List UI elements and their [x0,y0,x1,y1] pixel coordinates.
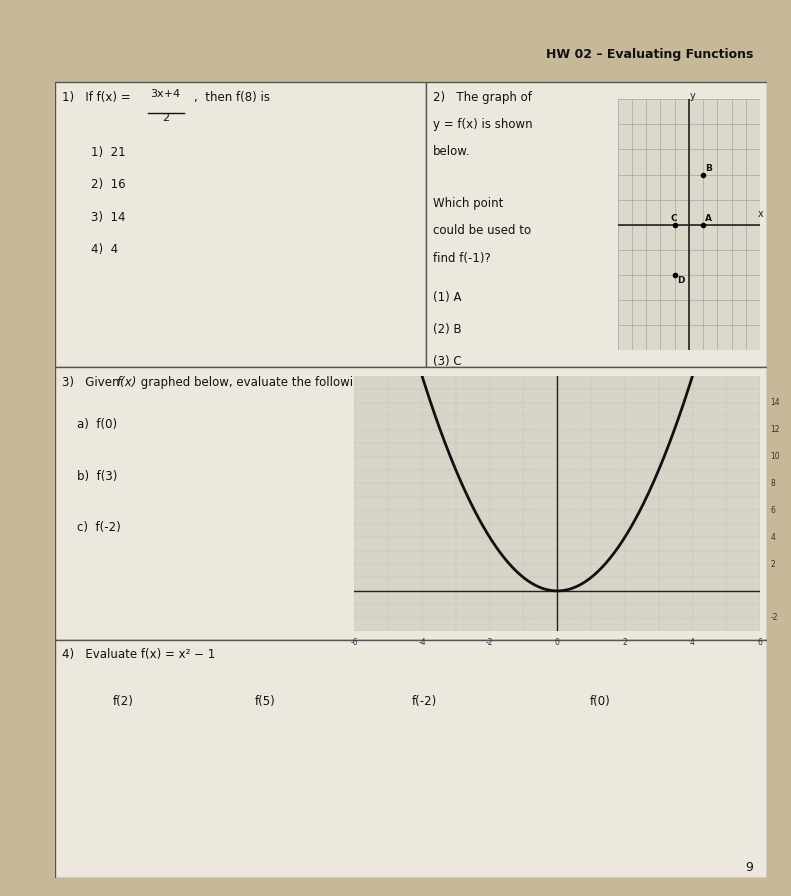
Text: (4) D: (4) D [433,388,462,401]
Text: f(x): f(x) [116,376,136,389]
Text: 8: 8 [770,478,775,488]
Text: 3)  14: 3) 14 [91,211,126,224]
Text: 10: 10 [770,452,780,461]
Text: -2: -2 [770,613,778,623]
Text: x: x [757,210,763,220]
Text: 0: 0 [554,638,560,647]
Text: -2: -2 [486,638,494,647]
Text: 3x+4: 3x+4 [150,89,181,99]
Text: f(5): f(5) [255,695,275,708]
Text: find f(-1)?: find f(-1)? [433,252,490,264]
Text: 2: 2 [162,113,169,123]
Text: could be used to: could be used to [433,224,531,237]
Bar [55,82,426,367]
Text: 4: 4 [690,638,695,647]
Text: a)  f(0): a) f(0) [77,418,117,432]
Text: 4)   Evaluate f(x) = x² − 1: 4) Evaluate f(x) = x² − 1 [62,648,216,661]
Text: 3)   Given: 3) Given [62,376,123,389]
Text: A: A [706,214,713,223]
Text: y: y [690,91,695,101]
Text: (3) C: (3) C [433,356,461,368]
Text: 2)   The graph of: 2) The graph of [433,90,532,104]
Text: -4: -4 [418,638,426,647]
Text: 4)  4: 4) 4 [91,243,118,256]
Bar [426,82,767,367]
Bar [55,640,767,878]
Text: 14: 14 [770,398,780,408]
Text: f(-2): f(-2) [411,695,437,708]
Text: 6: 6 [758,638,763,647]
Text: Which point: Which point [433,197,503,211]
Text: 6: 6 [770,505,775,515]
Text: 1)   If f(x) =: 1) If f(x) = [62,90,134,104]
Text: f(2): f(2) [112,695,133,708]
Text: ,  then f(8) is: , then f(8) is [195,90,271,104]
Text: -6: -6 [350,638,358,647]
Text: 2)  16: 2) 16 [91,178,126,192]
Text: y = f(x) is shown: y = f(x) is shown [433,118,532,131]
Text: (1) A: (1) A [433,290,461,304]
Text: 2: 2 [623,638,627,647]
Text: (2) B: (2) B [433,323,461,336]
Text: c)  f(-2): c) f(-2) [77,521,120,534]
Text: 12: 12 [770,425,780,435]
Text: 4: 4 [770,532,775,542]
Text: D: D [677,276,684,285]
Text: below.: below. [433,145,470,159]
Text: f(0): f(0) [589,695,610,708]
Text: HW 02 – Evaluating Functions: HW 02 – Evaluating Functions [546,48,753,61]
Text: 1)  21: 1) 21 [91,146,126,159]
Text: C: C [671,214,677,223]
Text: B: B [706,164,712,173]
Text: b)  f(3): b) f(3) [77,470,117,483]
Text: 9: 9 [745,861,753,874]
Text: graphed below, evaluate the following:: graphed below, evaluate the following: [138,376,373,389]
Bar [55,367,767,640]
Text: 2: 2 [770,559,775,569]
